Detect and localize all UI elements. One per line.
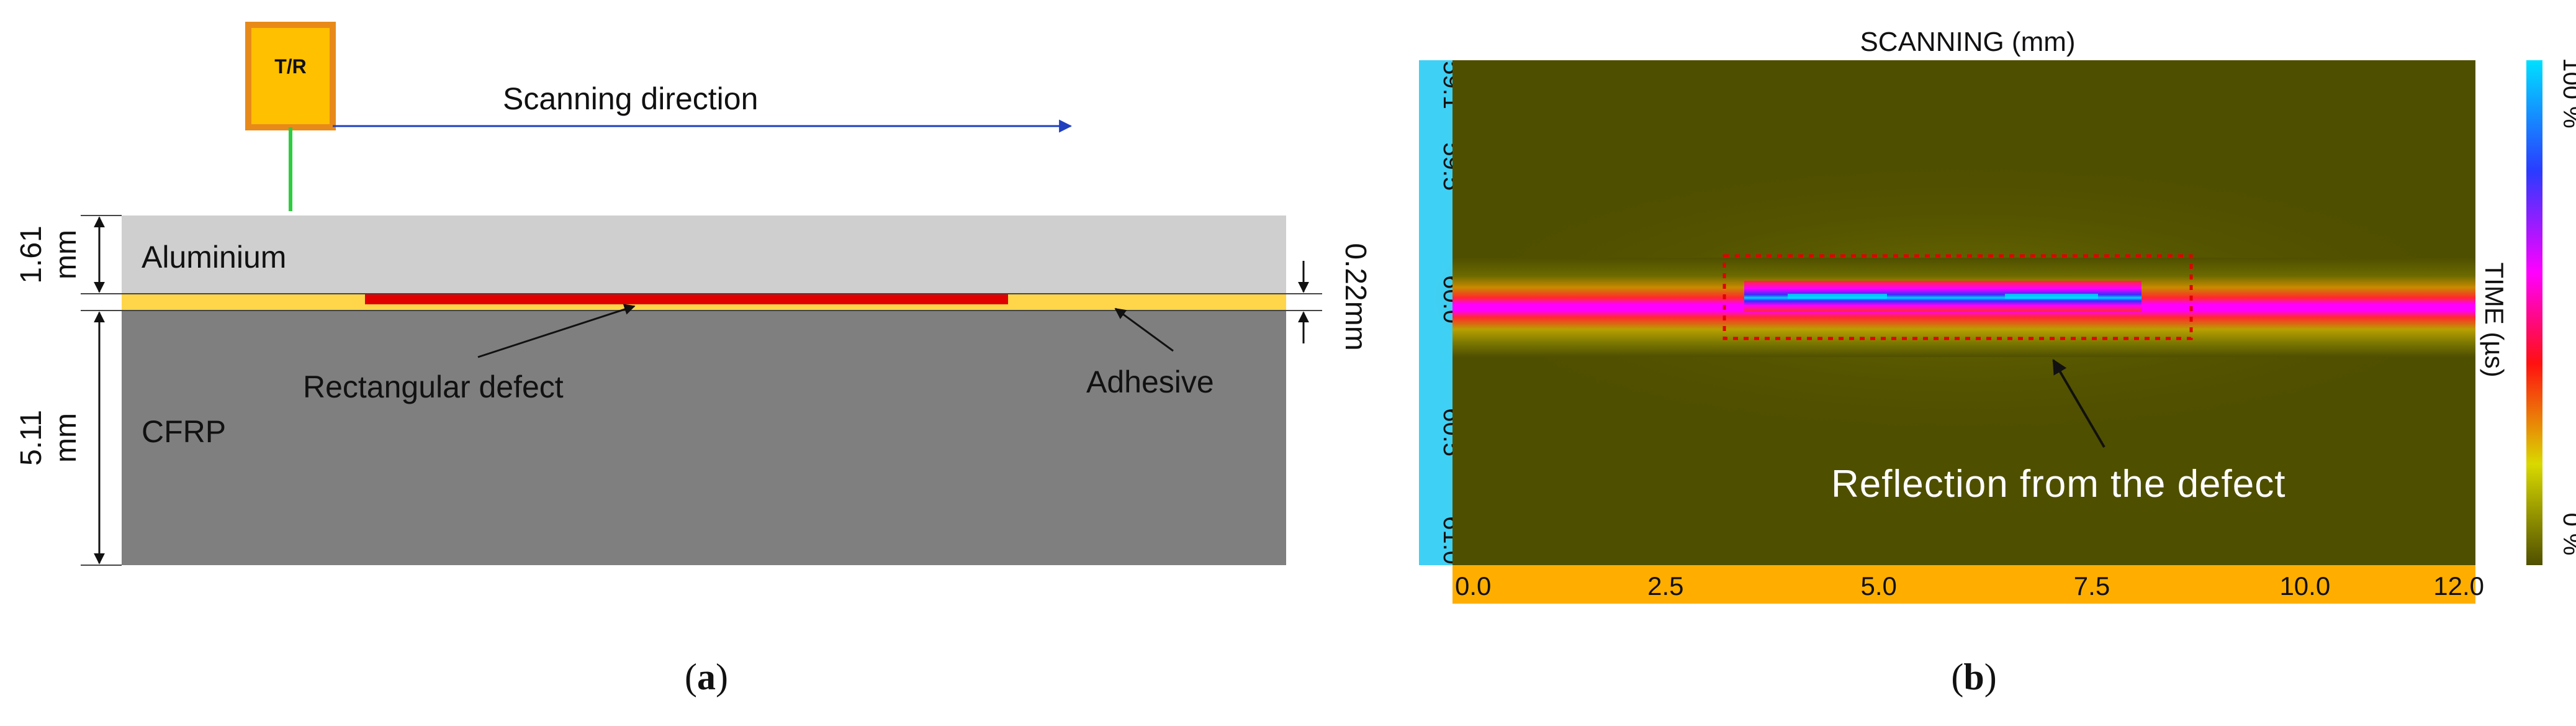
annotation-arrow [2052,358,2105,448]
colorbar-top-label: 100 % [2558,58,2576,128]
colorbar-bottom-label-group: 0 % [2558,513,2576,556]
x-axis-ticks: 0.0 2.5 5.0 7.5 10.0 12.0 [1455,571,2484,601]
colorbar [2526,60,2542,565]
cfrp-thickness-unit: mm [50,413,83,463]
scan-title: SCANNING (mm) [1860,27,2075,57]
cfrp-thickness: 5.11 mm [15,410,83,466]
cfrp-layer [122,311,1286,565]
caption-b-letter: b [1963,656,1984,697]
adhesive-thickness: 0.22mm [1339,243,1372,350]
reflection-annotation: Reflection from the defect [1831,463,2286,506]
x-tick-label: 2.5 [1647,571,1683,601]
x-axis-band [1452,565,2475,604]
defect-label: Rectangular defect [303,370,564,404]
defect-region [365,294,1008,304]
panel-a: T/R Scanning direction Aluminium CFRP 1.… [15,22,1372,697]
defect-leader-arrow [477,304,636,358]
caption-a-close: ) [716,656,728,697]
defect-reflection-core-right [2005,294,2098,299]
heatmap: Reflection from the defect [1431,60,2498,565]
x-tick-label: 0.0 [1455,571,1491,601]
adhesive-label: Adhesive [1086,365,1214,399]
caption-b: (b) [1951,656,1996,697]
x-tick-label: 12.0 [2433,571,2484,601]
x-tick-label: 5.0 [1860,571,1896,601]
aluminium-thickness-value: 1.61 [15,225,48,283]
x-tick-label: 10.0 [2279,571,2330,601]
scan-direction-label: Scanning direction [503,81,758,116]
aluminium-label: Aluminium [142,240,286,275]
colorbar-axis-label-group: TIME (µs) [2480,262,2509,377]
panel-b: SCANNING (mm) 59.159.560.060.561.0 Refle… [1419,27,2576,697]
colorbar-axis-label: TIME (µs) [2480,262,2509,377]
caption-b-close: ) [1984,656,1997,697]
colorbar-top-label-group: 100 % [2558,58,2576,128]
caption-a: (a) [685,656,728,697]
cfrp-label: CFRP [142,414,226,449]
defect-highlight-box [1723,254,2193,340]
colorbar-bottom-label: 0 % [2558,513,2576,556]
aluminium-thickness-unit: mm [50,230,83,279]
aluminium-thickness: 1.61 mm [15,225,83,283]
caption-a-letter: a [697,656,716,697]
cfrp-thickness-value: 5.11 [15,410,48,466]
x-tick-label: 7.5 [2074,571,2110,601]
transducer-label: T/R [274,55,307,78]
aluminium-layer [122,216,1286,294]
caption-b-open: ( [1951,656,1963,697]
defect-reflection-core-left [1788,294,1887,299]
caption-a-open: ( [685,656,697,697]
adhesive-leader-arrow [1114,307,1174,352]
adhesive-thickness-value: 0.22mm [1339,243,1372,350]
